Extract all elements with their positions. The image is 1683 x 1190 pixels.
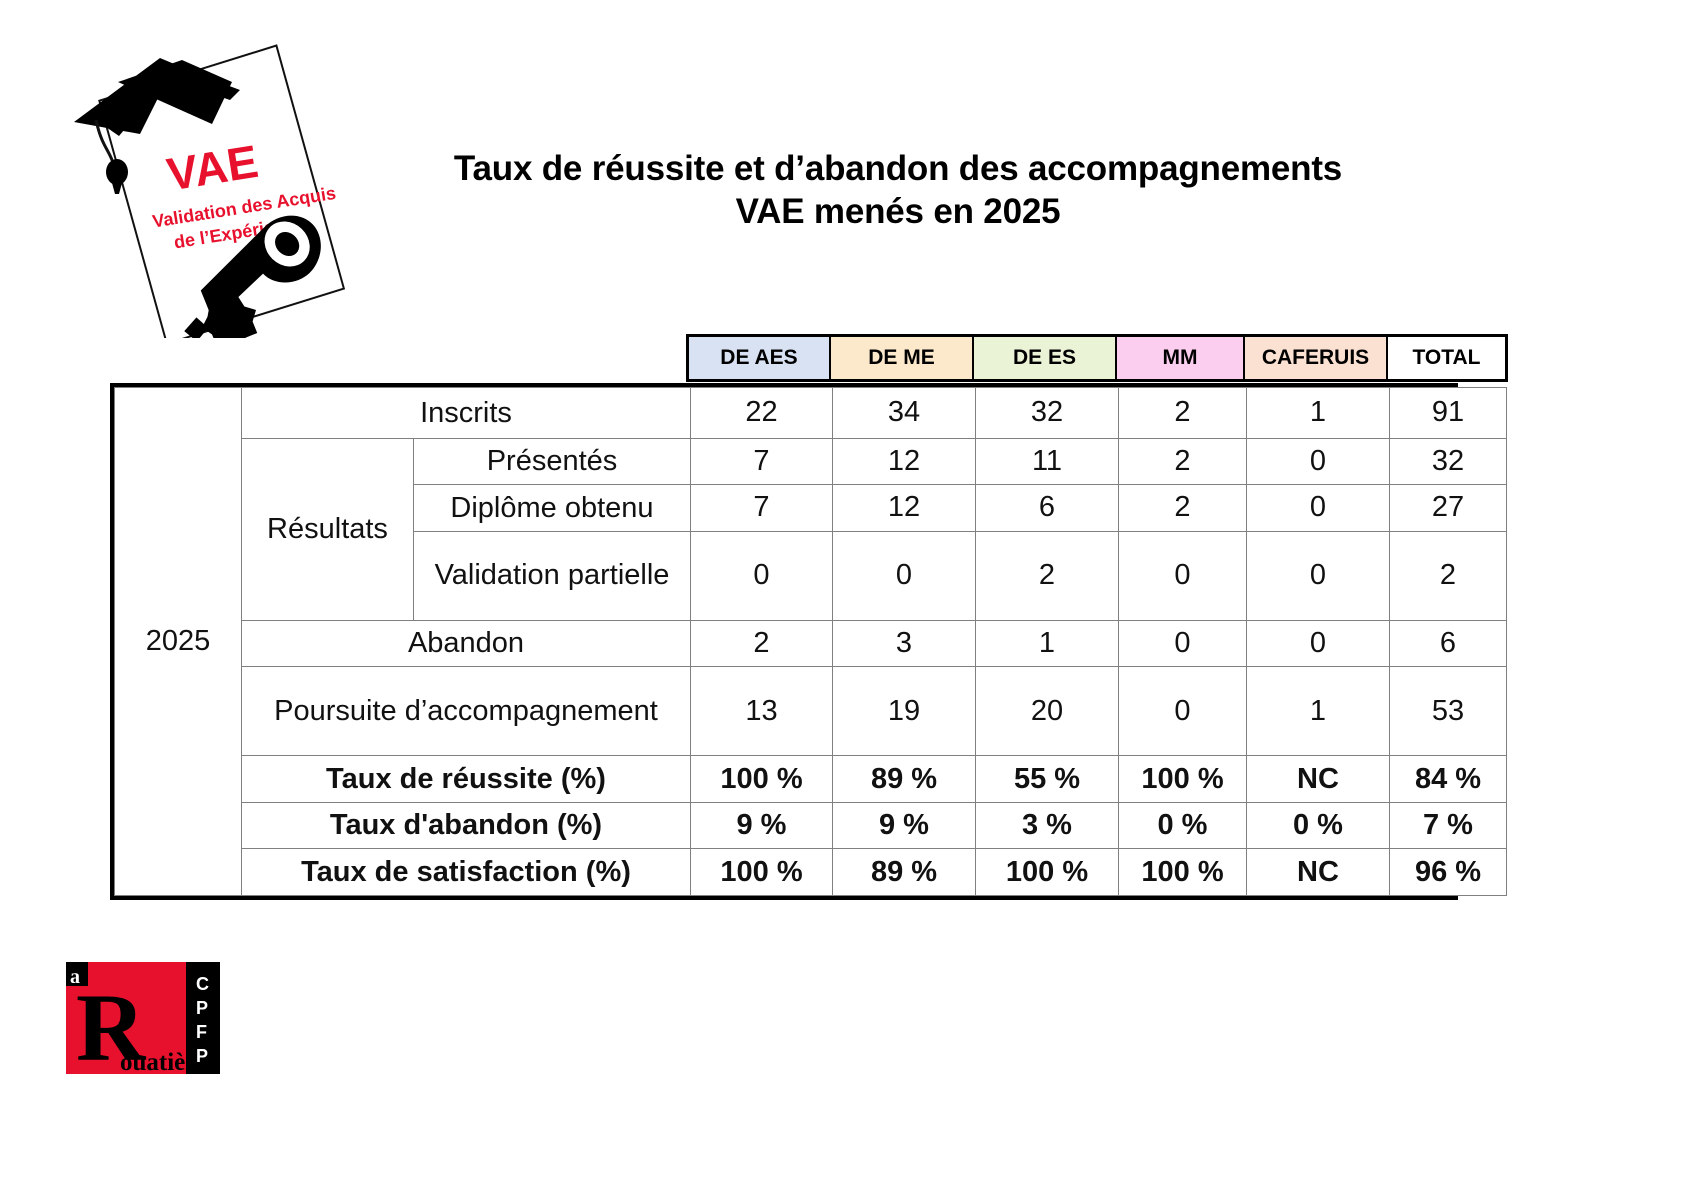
logo-side-letter-0: C (196, 974, 209, 994)
cell-caferuis: 0 (1246, 437, 1390, 486)
cell-mm: 100 % (1118, 755, 1247, 803)
cell-total: 53 (1389, 666, 1507, 757)
cell-de_me: 89 % (832, 755, 976, 803)
cell-total: 6 (1389, 619, 1507, 668)
cell-mm: 2 (1118, 437, 1247, 486)
table-column-header-row: DE AES DE ME DE ES MM CAFERUIS TOTAL (686, 334, 1508, 382)
cell-de_aes: 100 % (690, 848, 833, 896)
row-label-rate-1: Taux d'abandon (%) (241, 801, 691, 850)
cell-de_es: 55 % (975, 755, 1119, 803)
vae-logo: VAE Validation des Acquis de l’Expérienc… (62, 38, 362, 338)
cell-total: 7 % (1389, 801, 1507, 850)
cpfp-rouatiere-logo: a R ouatière C P F P (58, 952, 233, 1077)
cell-de_aes: 2 (690, 619, 833, 668)
row-label-2: Diplôme obtenu (413, 484, 691, 532)
cell-de_es: 11 (975, 437, 1119, 486)
cell-de_me: 12 (832, 437, 976, 486)
cell-de_me: 89 % (832, 848, 976, 896)
cell-de_aes: 13 (690, 666, 833, 757)
row-label-rate-2: Taux de satisfaction (%) (241, 848, 691, 896)
cell-mm: 2 (1118, 484, 1247, 532)
cell-de_me: 0 (832, 530, 976, 621)
logo-letter-a: a (70, 966, 80, 988)
cell-de_aes: 7 (690, 437, 833, 486)
cell-de_me: 12 (832, 484, 976, 532)
cell-caferuis: NC (1246, 755, 1390, 803)
cell-caferuis: 0 (1246, 619, 1390, 668)
row-label-4: Abandon (241, 619, 691, 668)
column-header-de_aes: DE AES (689, 337, 831, 379)
cell-total: 96 % (1389, 848, 1507, 896)
cell-mm: 2 (1118, 387, 1247, 439)
table-row: Diplôme obtenu 7 12 6 2 0 27 (115, 484, 1507, 532)
table-row: Abandon 2 3 1 0 0 6 (115, 619, 1507, 668)
cell-total: 27 (1389, 484, 1507, 532)
page-title-line-2: VAE menés en 2025 (735, 191, 1061, 231)
cell-de_aes: 7 (690, 484, 833, 532)
table-row: Taux d'abandon (%) 9 % 9 % 3 % 0 % 0 % 7 % (115, 801, 1507, 850)
column-header-total: TOTAL (1388, 337, 1505, 379)
row-label-1: Présentés (413, 437, 691, 486)
row-label-inscrits: Inscrits (241, 387, 691, 439)
diploma-scroll-icon (184, 215, 321, 338)
row-label-5: Poursuite d’accompagnement (241, 666, 691, 757)
cell-de_aes: 0 (690, 530, 833, 621)
column-header-de_es: DE ES (974, 337, 1117, 379)
table-body-box: 2025 Inscrits 22 34 32 2 1 91 Résultats Présentés… (110, 383, 1507, 900)
cell-caferuis: 0 (1246, 484, 1390, 532)
cell-de_es: 2 (975, 530, 1119, 621)
cell-de_me: 34 (832, 387, 976, 439)
page-title: Taux de réussite et d’abandon des accomp… (318, 148, 1478, 233)
logo-side-letter-3: P (196, 1046, 208, 1066)
cell-mm: 0 (1118, 619, 1247, 668)
logo-side-letter-1: P (196, 998, 208, 1018)
cell-mm: 0 (1118, 530, 1247, 621)
row-label-3: Validation partielle (413, 530, 691, 621)
row-header-year: 2025 (114, 387, 242, 896)
table-row: Validation partielle 0 0 2 0 0 2 (115, 530, 1507, 621)
row-group-label-resultats: Résultats (241, 437, 414, 621)
cell-de_me: 19 (832, 666, 976, 757)
results-table: 2025 Inscrits 22 34 32 2 1 91 Résultats Présentés… (114, 387, 1507, 896)
logo-side-letter-2: F (196, 1022, 207, 1042)
cell-caferuis: 1 (1246, 387, 1390, 439)
table-row: Poursuite d’accompagnement 13 19 20 0 1 53 (115, 666, 1507, 757)
cell-de_es: 32 (975, 387, 1119, 439)
cell-de_es: 1 (975, 619, 1119, 668)
cell-caferuis: 0 % (1246, 801, 1390, 850)
cell-caferuis: 0 (1246, 530, 1390, 621)
cell-de_me: 3 (832, 619, 976, 668)
cell-total: 2 (1389, 530, 1507, 621)
logo-word-rouatiere: ouatière (120, 1049, 207, 1076)
column-header-de_me: DE ME (831, 337, 974, 379)
cell-de_es: 3 % (975, 801, 1119, 850)
cell-de_aes: 9 % (690, 801, 833, 850)
cell-total: 91 (1389, 387, 1507, 439)
cell-total: 84 % (1389, 755, 1507, 803)
graduation-cap-icon (74, 58, 240, 194)
cell-caferuis: 1 (1246, 666, 1390, 757)
cell-de_aes: 22 (690, 387, 833, 439)
cell-mm: 0 % (1118, 801, 1247, 850)
cell-total: 32 (1389, 437, 1507, 486)
table-row: 2025 Inscrits 22 34 32 2 1 91 (114, 387, 1507, 896)
column-header-mm: MM (1117, 337, 1245, 379)
row-label-rate-0: Taux de réussite (%) (241, 755, 691, 803)
cell-de_es: 6 (975, 484, 1119, 532)
cell-mm: 100 % (1118, 848, 1247, 896)
column-header-caferuis: CAFERUIS (1245, 337, 1388, 379)
cell-de_es: 20 (975, 666, 1119, 757)
cell-caferuis: NC (1246, 848, 1390, 896)
cell-de_me: 9 % (832, 801, 976, 850)
page-title-line-1: Taux de réussite et d’abandon des accomp… (453, 149, 1343, 188)
logo-letter-r: R (76, 974, 147, 1077)
cell-de_aes: 100 % (690, 755, 833, 803)
cell-mm: 0 (1118, 666, 1247, 757)
table-row: Taux de réussite (%) 100 % 89 % 55 % 100 % NC… (115, 755, 1507, 803)
table-row: Résultats Présentés 7 12 11 2 0 32 (115, 437, 1507, 621)
table-row: Taux de satisfaction (%) 100 % 89 % 100 % 10… (115, 848, 1507, 896)
cell-de_es: 100 % (975, 848, 1119, 896)
